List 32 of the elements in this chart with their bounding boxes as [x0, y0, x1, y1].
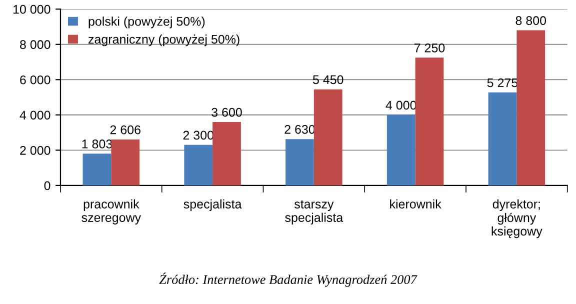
y-tick-label: 4 000 — [20, 110, 50, 120]
x-tick-label: pracownik szeregowy — [82, 199, 142, 224]
bar — [212, 122, 241, 186]
x-tick-label: kierownik — [390, 199, 442, 209]
x-tick-label: specjalista — [184, 199, 242, 211]
data-label: 8 800 — [516, 16, 546, 26]
bar — [286, 139, 314, 186]
bar — [516, 30, 546, 186]
y-tick-label: 10 000 — [13, 4, 50, 14]
bar — [415, 58, 444, 186]
bar — [386, 114, 416, 186]
y-tick-label: 0 — [44, 181, 50, 190]
x-tick-label: starszy specjalista — [285, 200, 344, 224]
y-tick-label: 8 000 — [20, 40, 50, 50]
data-label: 3 600 — [212, 108, 242, 117]
y-tick-label: 2 000 — [20, 146, 50, 155]
data-label: 5 275 — [487, 78, 518, 88]
text: Źródło: Internetowe Badanie Wynagrodzeń 2007 — [159, 272, 418, 287]
x-tick-label: dyrektor; główny księgowy — [492, 199, 542, 238]
legend-label: zagraniczny (powyżej 50%) — [88, 34, 240, 46]
y-tick-label: 6 000 — [20, 75, 50, 84]
bar — [82, 154, 112, 186]
data-label: 1 803 — [82, 140, 112, 148]
bar — [314, 89, 342, 186]
data-label: 5 450 — [312, 75, 344, 84]
data-label: 2 606 — [110, 125, 140, 134]
bar — [184, 144, 213, 186]
bar — [488, 92, 517, 186]
legend-label: polski (powyżej 50%) — [88, 16, 205, 28]
data-label: 4 000 — [386, 100, 416, 110]
bar — [111, 139, 140, 186]
data-label: 7 250 — [414, 44, 445, 52]
